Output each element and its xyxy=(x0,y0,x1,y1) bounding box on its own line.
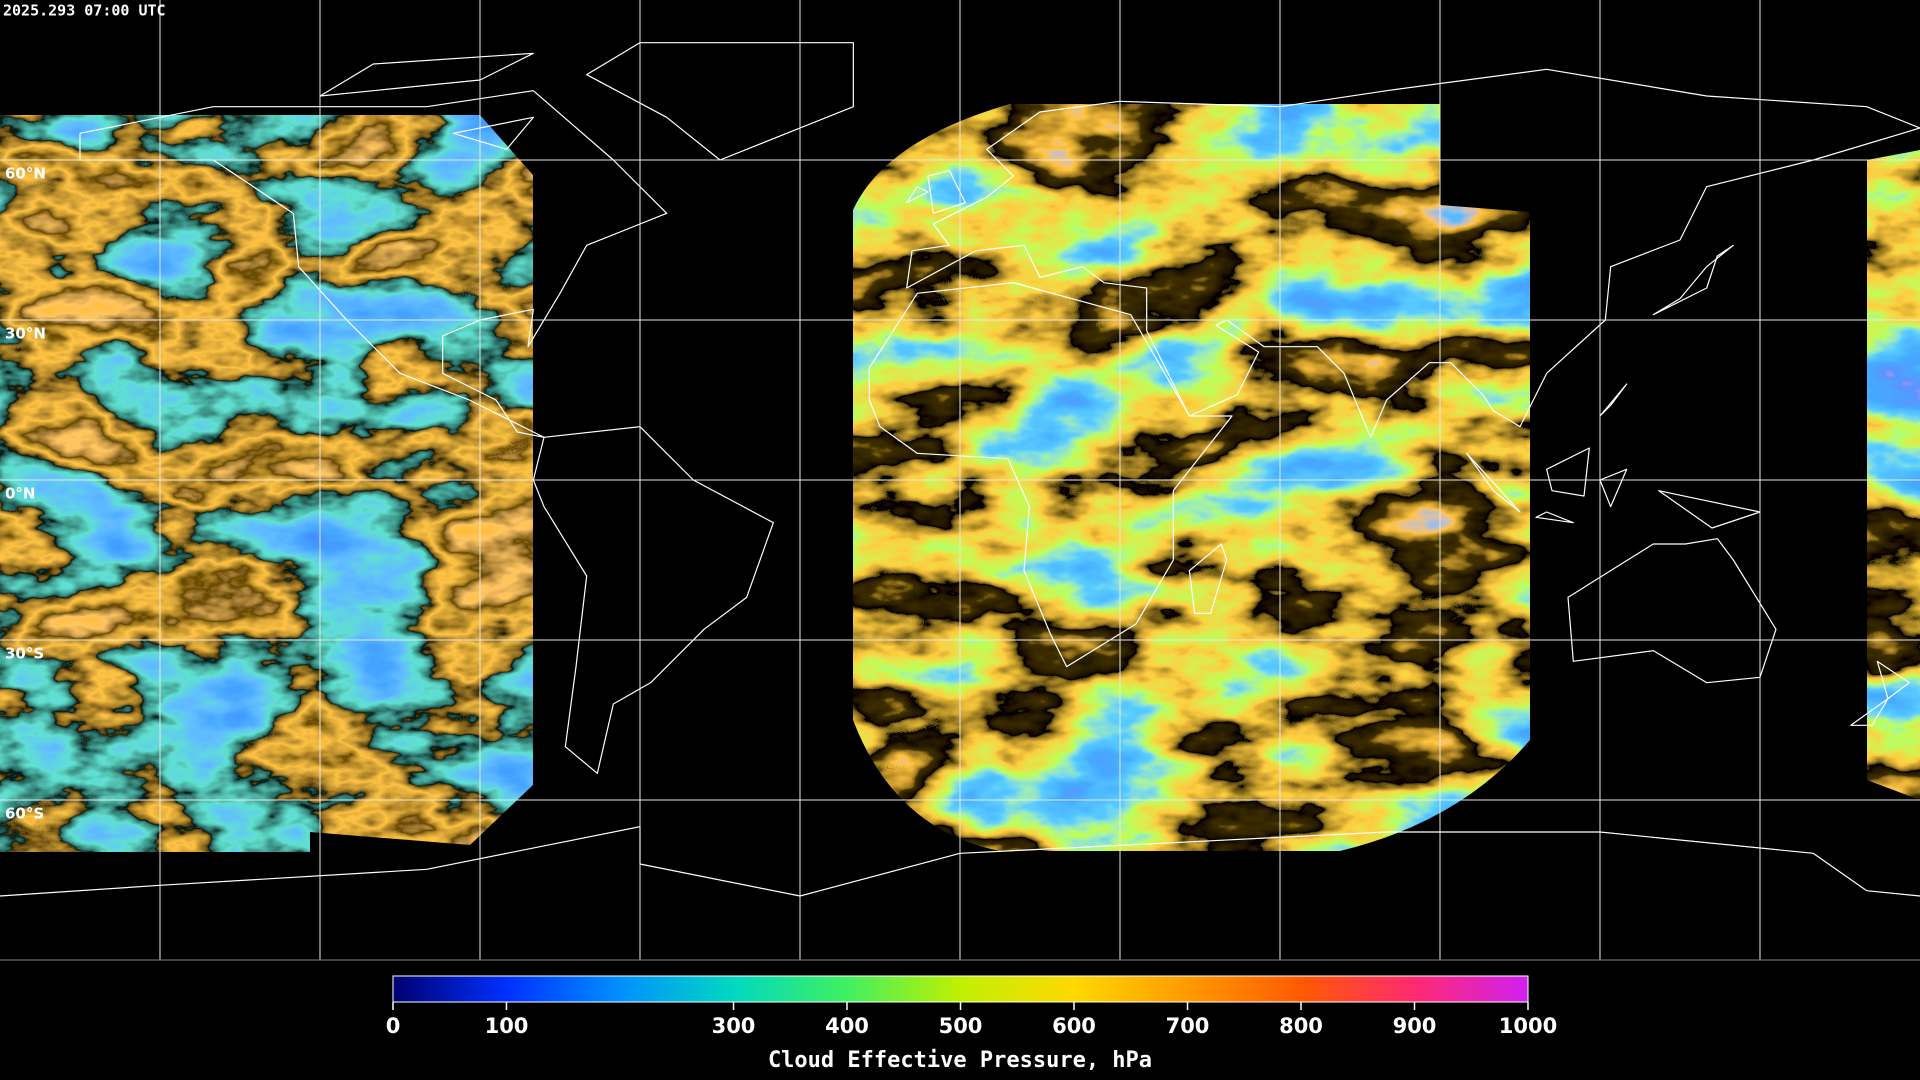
colorbar: Cloud Effective Pressure, hPa 0 100 300 400… xyxy=(386,975,1557,1073)
colorbar-tick-label: 0 xyxy=(386,1014,401,1038)
south-america xyxy=(533,427,773,774)
japan xyxy=(1653,245,1733,314)
colorbar-tick-label: 600 xyxy=(1052,1014,1096,1038)
satellite-imagery xyxy=(0,104,1920,852)
colorbar-tick-label: 700 xyxy=(1166,1014,1210,1038)
swath-central xyxy=(853,104,1530,851)
latitude-label: 0°N xyxy=(5,485,36,503)
swath-east xyxy=(1867,150,1920,800)
swath-west xyxy=(0,115,533,852)
africa xyxy=(869,283,1232,667)
colorbar-tick-label: 400 xyxy=(825,1014,869,1038)
colorbar-tick-label: 1000 xyxy=(1499,1014,1557,1038)
latitude-label: 30°N xyxy=(5,325,46,343)
madagascar xyxy=(1189,544,1226,613)
latitude-label: 60°N xyxy=(5,165,46,183)
graticule xyxy=(0,0,1920,961)
colorbar-tick-label: 900 xyxy=(1393,1014,1437,1038)
colorbar-ramp xyxy=(392,975,1529,1003)
colorbar-title: Cloud Effective Pressure, hPa xyxy=(768,1048,1152,1073)
british-isles xyxy=(907,171,966,214)
timestamp: 2025.293 07:00 UTC xyxy=(3,2,166,20)
eurasia xyxy=(907,69,1920,437)
colorbar-tick-label: 300 xyxy=(712,1014,756,1038)
colorbar-tick-label: 800 xyxy=(1279,1014,1323,1038)
new-zealand xyxy=(1851,661,1910,725)
latitude-label: 60°S xyxy=(5,805,44,823)
colorbar-tick-label: 500 xyxy=(939,1014,983,1038)
colorbar-tick-label: 100 xyxy=(485,1014,529,1038)
maritime-asia xyxy=(1467,384,1760,528)
australia xyxy=(1568,539,1776,683)
latitude-label: 30°S xyxy=(5,645,44,663)
